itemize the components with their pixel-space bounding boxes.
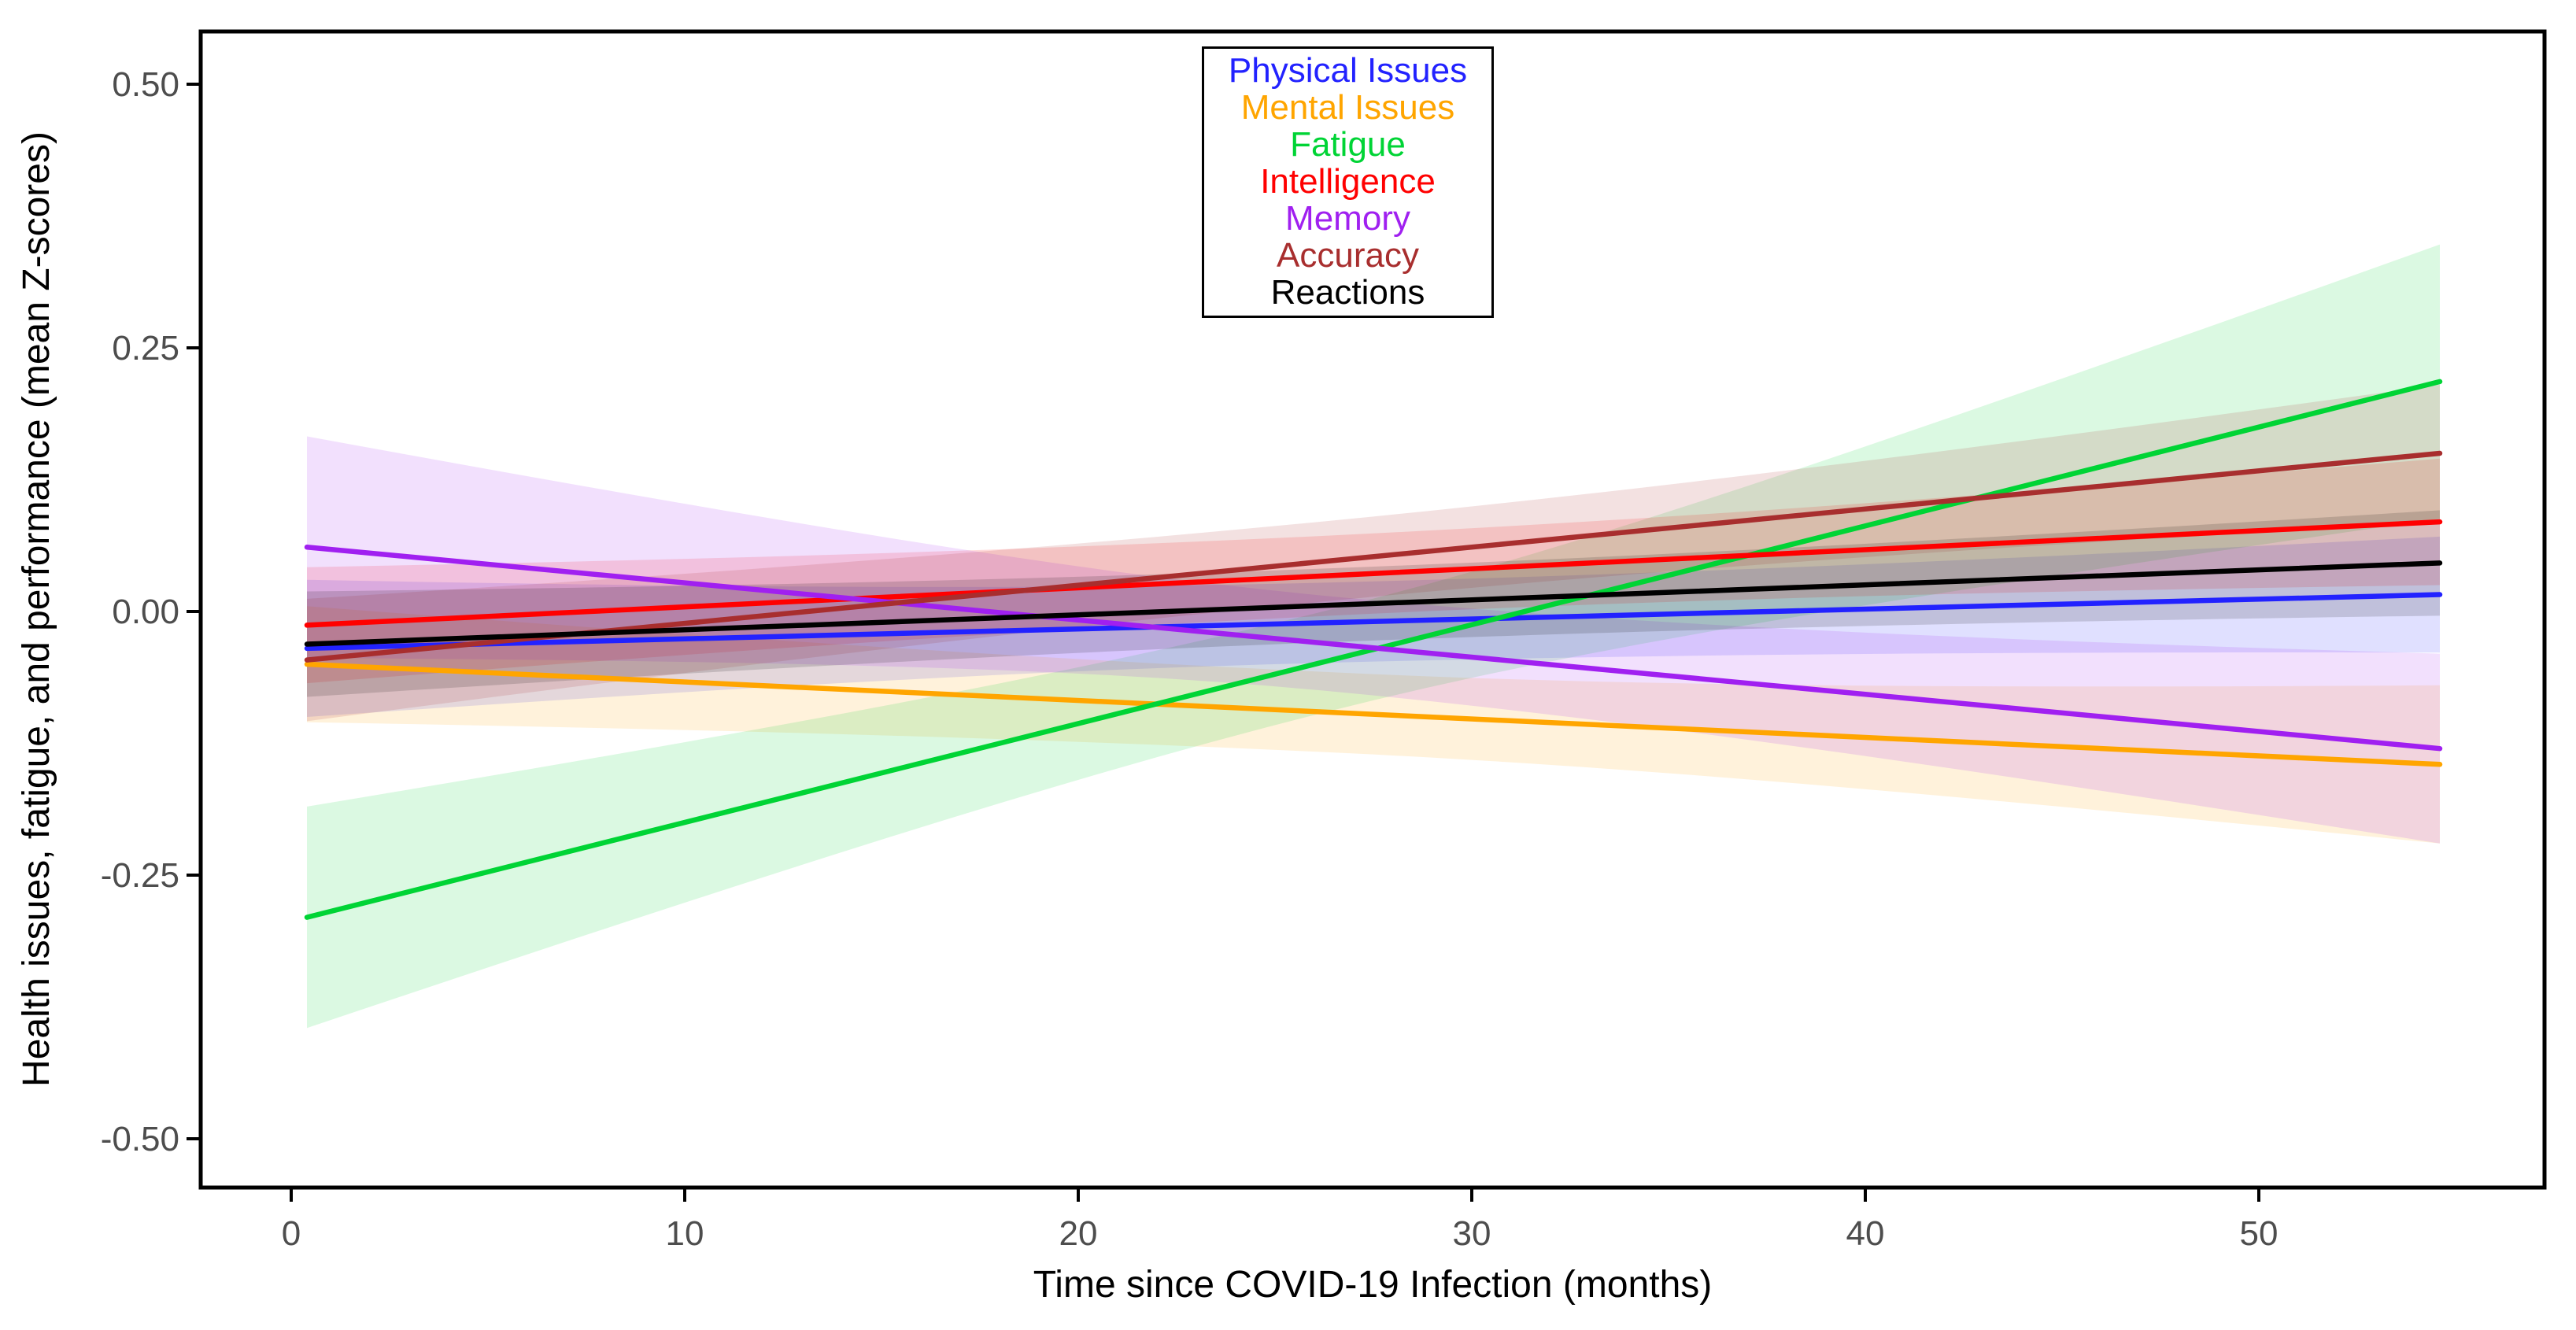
y-axis-ticks: 0.50 0.25 0.00 -0.25 -0.50: [101, 65, 201, 1158]
legend-entry: Memory: [1285, 199, 1410, 238]
trend-line: [304, 560, 2443, 647]
legend-box: Physical Issues Mental Issues Fatigue Intel…: [1202, 46, 1494, 318]
x-tick-label: 40: [1846, 1214, 1885, 1253]
y-tick-label: -0.25: [101, 856, 179, 895]
y-tick-label: 0.50: [112, 65, 179, 104]
y-axis-title: Health issues, fatigue, and performance …: [16, 131, 57, 1087]
legend-entry: Accuracy: [1277, 236, 1419, 275]
x-tick-label: 30: [1453, 1214, 1491, 1253]
y-tick-label: 0.00: [112, 593, 179, 631]
legend-entry: Reactions: [1270, 273, 1425, 312]
x-tick-label: 10: [666, 1214, 704, 1253]
trend-line: [304, 661, 2443, 767]
regression-lines: [304, 379, 2443, 920]
x-axis-ticks: 0 10 20 30 40 50: [282, 1188, 2278, 1253]
x-tick-label: 0: [282, 1214, 301, 1253]
trend-line: [304, 545, 2443, 752]
y-tick-label: -0.50: [101, 1120, 179, 1158]
x-axis-title: Time since COVID-19 Infection (months): [1033, 1264, 1713, 1306]
trend-line: [304, 519, 2443, 628]
x-tick-label: 50: [2240, 1214, 2278, 1253]
legend-entry: Intelligence: [1260, 162, 1436, 201]
confidence-band: [307, 244, 2440, 1029]
trend-line: [304, 592, 2443, 652]
x-tick-label: 20: [1059, 1214, 1098, 1253]
panel-border: [198, 29, 2547, 1190]
legend-entry: Physical Issues: [1228, 51, 1468, 90]
confidence-band: [307, 606, 2440, 844]
y-tick-label: 0.25: [112, 329, 179, 368]
legend-entry: Mental Issues: [1240, 88, 1455, 127]
trend-line: [304, 450, 2443, 663]
legend-entry: Fatigue: [1290, 125, 1406, 164]
